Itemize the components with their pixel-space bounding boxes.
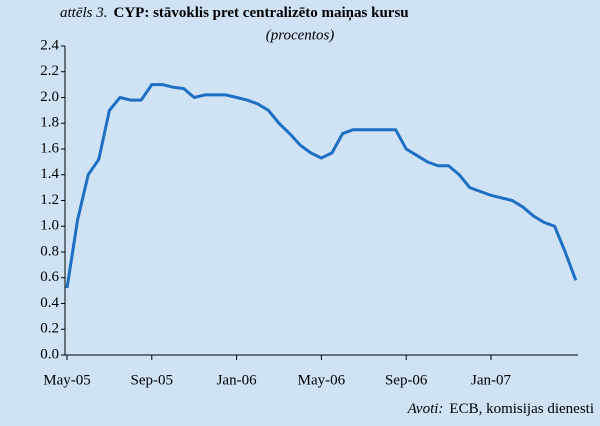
y-tick-label: 2.0 bbox=[40, 89, 59, 105]
x-tick-label: Jan-07 bbox=[471, 372, 511, 388]
x-tick-label: May-06 bbox=[298, 372, 346, 388]
y-tick-label: 2.2 bbox=[40, 63, 59, 79]
x-tick-label: Sep-05 bbox=[131, 372, 174, 388]
source-label: Avoti: bbox=[407, 401, 444, 417]
subtitle: (procentos) bbox=[266, 27, 335, 43]
y-tick-label: 0.8 bbox=[40, 243, 59, 259]
x-tick-label: Sep-06 bbox=[385, 372, 428, 388]
title-main: CYP: stāvoklis pret centralizēto maiņas … bbox=[114, 5, 409, 21]
y-tick-label: 1.4 bbox=[40, 166, 59, 182]
source-text: ECB, komisijas dienesti bbox=[449, 401, 594, 417]
source: Avoti: ECB, komisijas dienesti bbox=[407, 401, 594, 417]
y-tick-label: 0.2 bbox=[40, 321, 59, 337]
data-line bbox=[65, 83, 578, 289]
y-tick-label: 0.0 bbox=[40, 346, 59, 362]
y-tick-label: 0.4 bbox=[40, 295, 59, 311]
y-tick-label: 2.4 bbox=[40, 37, 59, 53]
y-tick-label: 1.2 bbox=[40, 192, 59, 208]
y-tick-label: 1.6 bbox=[40, 140, 59, 156]
title-prefix: attēls 3. bbox=[60, 5, 108, 21]
y-tick-label: 0.6 bbox=[40, 269, 59, 285]
y-tick-label: 1.8 bbox=[40, 115, 59, 131]
x-tick-label: Jan-06 bbox=[217, 372, 257, 388]
x-tick-label: May-05 bbox=[43, 372, 91, 388]
chart-title: attēls 3. CYP: stāvoklis pret centralizēt… bbox=[60, 5, 409, 21]
y-tick-label: 1.0 bbox=[40, 218, 59, 234]
